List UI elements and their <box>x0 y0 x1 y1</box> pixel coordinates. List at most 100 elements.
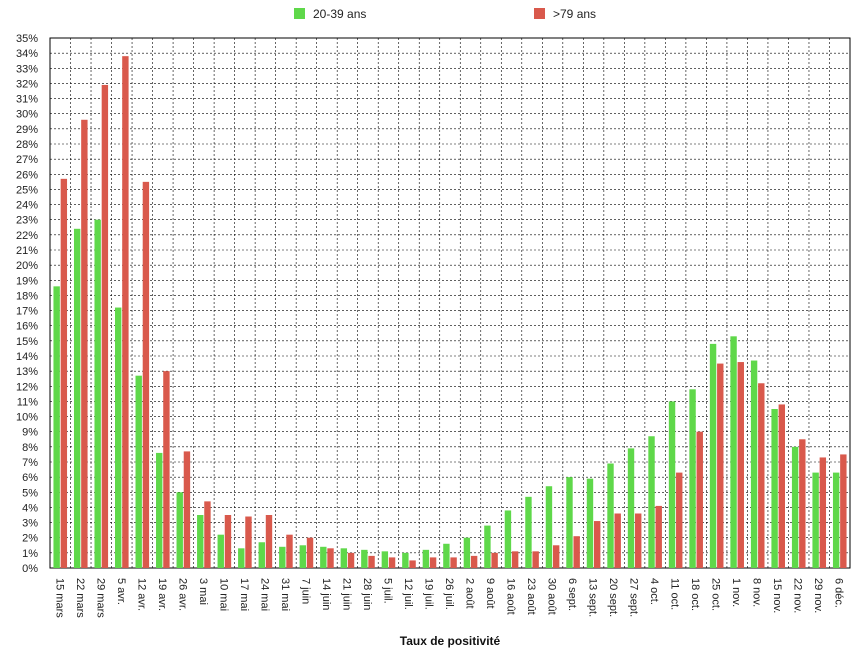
bar-over-79 <box>491 552 498 568</box>
bar-over-79 <box>819 457 827 568</box>
bar-20-39 <box>279 546 286 568</box>
bar-over-79 <box>347 552 355 568</box>
y-tick-label: 20% <box>16 260 38 272</box>
y-tick-label: 8% <box>22 442 38 454</box>
y-tick-label: 23% <box>16 215 38 227</box>
x-tick-label: 22 nov. <box>792 578 804 613</box>
y-tick-label: 6% <box>22 472 38 484</box>
bar-20-39 <box>217 534 224 568</box>
bar-over-79 <box>101 84 109 568</box>
grid <box>49 37 851 569</box>
bar-over-79 <box>635 513 642 568</box>
bar-over-79 <box>60 178 68 569</box>
bar-20-39 <box>340 548 348 568</box>
bar-over-79 <box>717 363 724 568</box>
bar-20-39 <box>156 452 163 568</box>
x-tick-label: 28 juin <box>361 578 373 610</box>
y-tick-label: 11% <box>17 396 38 408</box>
bar-over-79 <box>327 548 334 568</box>
bar-over-79 <box>245 516 252 568</box>
bar-20-39 <box>709 343 717 568</box>
x-tick-label: 8 nov. <box>751 578 763 607</box>
y-tick-label: 13% <box>16 366 38 378</box>
bar-20-39 <box>361 549 368 568</box>
bar-20-39 <box>689 389 696 568</box>
x-tick-label: 19 avr. <box>156 578 168 611</box>
bar-20-39 <box>750 360 758 568</box>
bar-20-39 <box>258 542 265 568</box>
bar-over-79 <box>511 551 519 568</box>
bar-20-39 <box>484 525 491 568</box>
bar-20-39 <box>299 545 307 568</box>
bar-over-79 <box>696 431 703 568</box>
bar-over-79 <box>81 119 88 569</box>
x-tick-label: 26 avr. <box>176 578 188 611</box>
x-tick-label: 16 août <box>505 578 517 615</box>
bar-over-79 <box>224 515 232 568</box>
bar-20-39 <box>238 548 245 568</box>
x-tick-label: 1 nov. <box>730 578 742 607</box>
bar-over-79 <box>368 555 375 568</box>
x-tick-label: 30 août <box>546 578 558 615</box>
y-tick-label: 18% <box>16 290 38 302</box>
bar-over-79 <box>778 404 786 568</box>
x-tick-label: 19 juil. <box>422 578 434 610</box>
x-axis: 15 mars 22 mars 29 mars 5 avr. 12 avr. 19 avr… <box>53 578 844 618</box>
y-tick-label: 29% <box>16 124 38 136</box>
x-tick-label: 5 avr. <box>115 578 127 605</box>
bars <box>53 56 847 569</box>
bar-20-39 <box>114 307 122 568</box>
x-tick-label: 12 avr. <box>135 578 147 611</box>
x-axis-label: Taux de positivité <box>400 634 501 648</box>
bar-over-79 <box>204 501 211 568</box>
y-tick-label: 5% <box>22 487 38 499</box>
bar-over-79 <box>593 521 601 568</box>
y-tick-label: 19% <box>16 275 38 287</box>
bar-over-79 <box>676 472 683 568</box>
bar-20-39 <box>771 409 778 568</box>
bar-20-39 <box>832 472 840 568</box>
y-axis: 0% 1% 2% 3% 4% 5% 6% 7% 8% 9% 10% 11% 12% 13% 14% 15% 16… <box>16 33 38 575</box>
bar-20-39 <box>730 336 737 568</box>
x-tick-label: 29 mars <box>94 578 106 618</box>
y-tick-label: 15% <box>16 336 38 348</box>
bar-over-79 <box>840 454 847 568</box>
bar-20-39 <box>53 286 60 568</box>
x-tick-label: 6 déc. <box>833 578 845 608</box>
bar-over-79 <box>429 557 437 568</box>
x-tick-label: 11 oct. <box>669 578 681 610</box>
x-tick-label: 12 juil. <box>402 578 414 610</box>
y-tick-label: 33% <box>16 63 38 75</box>
y-tick-label: 35% <box>16 33 38 45</box>
x-tick-label: 4 oct. <box>648 578 660 605</box>
y-tick-label: 4% <box>22 502 38 514</box>
bar-over-79 <box>409 560 416 568</box>
legend-swatch-20-39 <box>294 8 305 19</box>
bar-over-79 <box>183 451 191 568</box>
x-tick-label: 15 mars <box>53 578 65 618</box>
legend-label-20-39: 20-39 ans <box>313 7 366 21</box>
x-tick-label: 25 oct. <box>710 578 722 611</box>
bar-over-79 <box>737 362 744 568</box>
y-tick-label: 34% <box>16 48 38 60</box>
x-tick-label: 21 juin <box>340 578 352 610</box>
bar-20-39 <box>135 375 142 568</box>
bar-20-39 <box>648 436 655 568</box>
bar-20-39 <box>525 496 532 568</box>
y-tick-label: 31% <box>16 94 38 106</box>
x-tick-label: 6 sept. <box>566 578 578 611</box>
y-tick-label: 3% <box>22 518 38 530</box>
bar-20-39 <box>463 537 471 568</box>
x-tick-label: 29 nov. <box>812 578 824 613</box>
y-tick-label: 25% <box>16 184 38 196</box>
y-tick-label: 16% <box>16 321 38 333</box>
x-tick-label: 2 août <box>464 578 476 609</box>
y-tick-label: 21% <box>16 245 38 257</box>
x-tick-label: 20 sept. <box>607 578 619 617</box>
legend-label-over-79: >79 ans <box>553 7 596 21</box>
x-tick-label: 23 août <box>525 578 537 615</box>
bar-20-39 <box>504 510 512 568</box>
y-tick-label: 30% <box>16 109 38 121</box>
y-tick-label: 10% <box>16 412 38 424</box>
